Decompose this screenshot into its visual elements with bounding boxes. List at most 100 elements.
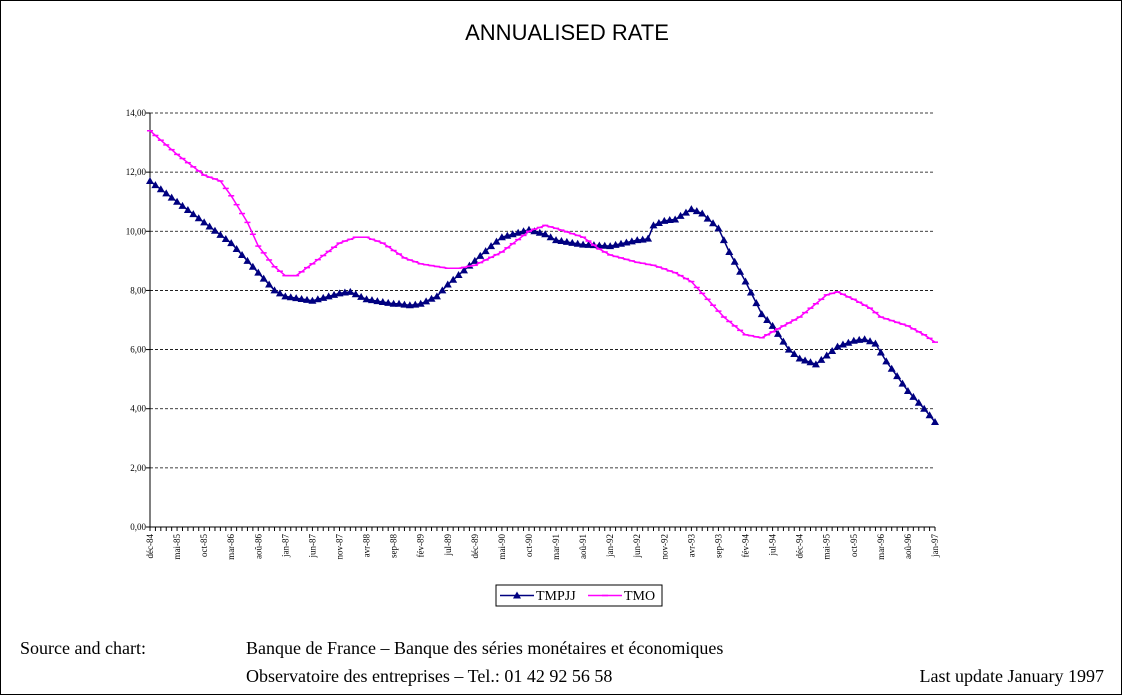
- source-label: Source and chart:: [20, 638, 146, 658]
- data-point: [351, 290, 360, 298]
- data-point: [790, 350, 799, 358]
- data-point: [730, 257, 739, 265]
- data-point: [405, 301, 414, 309]
- data-point: [481, 247, 490, 255]
- data-point: [362, 295, 371, 303]
- x-tick-label: jan-97: [930, 534, 940, 558]
- data-point: [535, 228, 544, 236]
- data-point: [681, 208, 690, 216]
- x-tick-label: aoû-86: [253, 534, 263, 559]
- data-point: [676, 211, 685, 219]
- y-tick-label: 4,00: [130, 404, 146, 414]
- data-point: [741, 277, 750, 285]
- data-point: [438, 286, 447, 294]
- x-tick-label: mai-90: [497, 534, 507, 560]
- x-tick-label: jan-87: [280, 534, 290, 558]
- y-tick-label: 14,00: [126, 108, 147, 118]
- x-tick-label: oct-85: [199, 534, 209, 557]
- data-point: [194, 214, 203, 222]
- data-point: [400, 300, 409, 308]
- data-point: [746, 288, 755, 296]
- data-point: [303, 295, 311, 303]
- data-point: [427, 294, 436, 302]
- y-tick-label: 12,00: [126, 167, 147, 177]
- legend-label: TMO: [624, 589, 655, 604]
- x-tick-label: mar-91: [551, 534, 561, 560]
- data-point: [600, 241, 609, 249]
- legend-box: [495, 584, 663, 607]
- x-tick-label: jul-89: [443, 534, 453, 557]
- x-tick-label: mai-95: [822, 534, 832, 560]
- data-point: [470, 256, 479, 264]
- x-tick-label: jun-87: [307, 534, 317, 559]
- y-tick-label: 0,00: [130, 522, 146, 532]
- chart-title: ANNUALISED RATE: [465, 20, 669, 45]
- data-point: [898, 379, 907, 387]
- data-point: [801, 356, 810, 364]
- data-point: [221, 234, 230, 242]
- data-point: [432, 292, 441, 300]
- data-point: [903, 386, 912, 394]
- data-point: [833, 342, 842, 350]
- data-point: [270, 286, 279, 294]
- x-tick-label: aoû-91: [578, 534, 588, 559]
- data-point: [736, 267, 745, 275]
- data-point: [719, 236, 728, 244]
- data-point: [232, 245, 241, 253]
- data-point: [692, 207, 701, 215]
- y-tick-label: 6,00: [130, 345, 146, 355]
- footer-line: Banque de France – Banque des séries mon…: [246, 638, 723, 658]
- data-point: [860, 335, 869, 343]
- data-point: [146, 177, 154, 185]
- data-point: [876, 348, 885, 356]
- x-tick-label: déc-94: [795, 534, 805, 559]
- data-point: [173, 197, 182, 205]
- data-point: [530, 227, 539, 235]
- data-point: [633, 236, 642, 244]
- data-point: [806, 358, 815, 366]
- data-point: [205, 222, 214, 230]
- data-point: [443, 280, 452, 288]
- data-point: [774, 329, 782, 337]
- data-point: [162, 189, 171, 197]
- footer: Source and chart: Banque de France – Ban…: [20, 638, 1104, 686]
- data-point: [378, 297, 387, 305]
- data-point: [644, 234, 653, 242]
- data-point: [844, 338, 853, 346]
- last-update: Last update January 1997: [920, 666, 1104, 686]
- data-point: [893, 372, 902, 380]
- y-tick-label: 2,00: [130, 463, 146, 473]
- data-point: [189, 210, 198, 218]
- data-point: [248, 262, 257, 270]
- data-point: [768, 321, 777, 329]
- x-tick-label: mai-85: [172, 534, 182, 560]
- data-point: [887, 364, 896, 372]
- x-tick-label: jun-92: [632, 534, 642, 559]
- data-point: [395, 299, 404, 307]
- data-point: [373, 297, 382, 305]
- data-point: [855, 335, 864, 343]
- data-point: [838, 340, 847, 348]
- data-point: [275, 289, 284, 297]
- data-point: [779, 337, 788, 345]
- data-point: [254, 268, 263, 276]
- data-point: [286, 293, 295, 301]
- x-tick-label: sep-88: [389, 534, 399, 558]
- x-tick-label: sep-93: [713, 534, 723, 558]
- x-tick-label: jul-94: [768, 534, 778, 557]
- x-tick-label: nov-87: [334, 534, 344, 560]
- data-point: [259, 274, 268, 282]
- x-tick-label: mar-86: [226, 534, 236, 560]
- data-point: [654, 219, 663, 227]
- data-point: [357, 292, 366, 300]
- data-point: [367, 296, 376, 304]
- x-tick-label: nov-92: [659, 534, 669, 560]
- data-point: [454, 271, 463, 279]
- data-point: [784, 345, 793, 353]
- data-point: [292, 294, 301, 302]
- x-tick-label: avr-93: [686, 534, 696, 558]
- x-tick-label: déc-89: [470, 534, 480, 559]
- data-point: [281, 292, 290, 300]
- data-point: [492, 237, 501, 245]
